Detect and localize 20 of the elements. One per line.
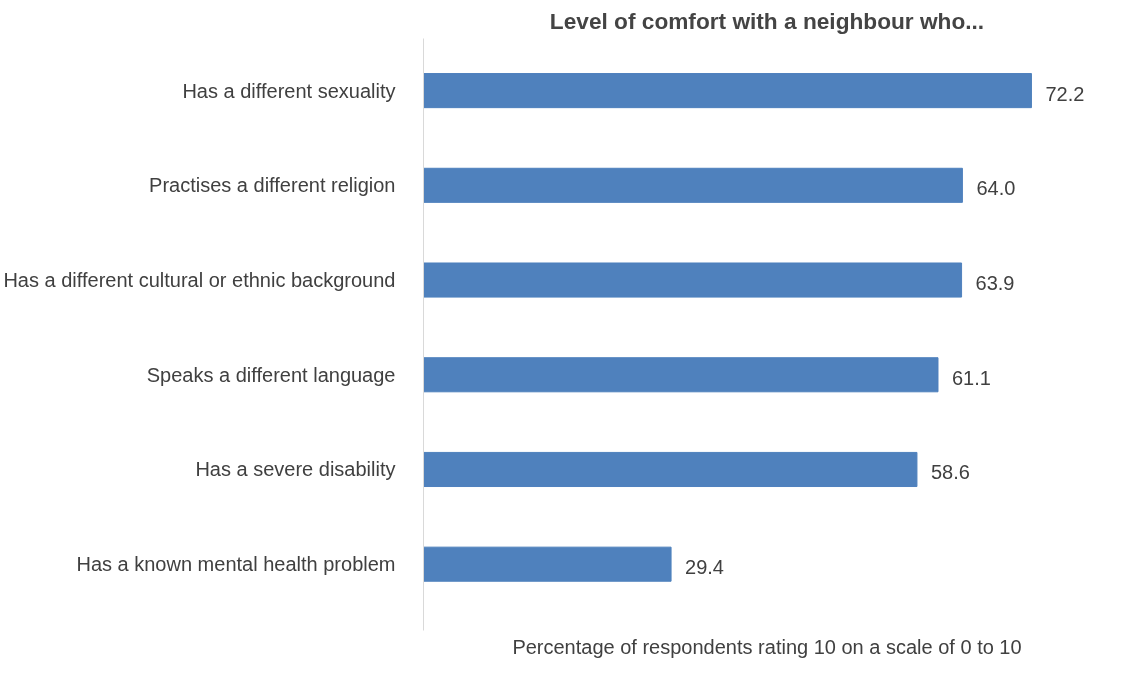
x-axis-title: Percentage of respondents rating 10 on a scale of 0 to 10 <box>512 635 1022 658</box>
data-label: 64.0 <box>976 177 1016 200</box>
bar <box>423 357 939 393</box>
bar <box>423 451 918 488</box>
y-tick-label: Has a known mental health problem <box>76 553 396 576</box>
bar <box>423 167 963 203</box>
y-tick-label: Has a severe disability <box>195 458 396 481</box>
bar <box>423 262 963 298</box>
y-tick-label: Has a different cultural or ethnic background <box>3 269 396 292</box>
y-tick-label: Has a different sexuality <box>182 79 396 102</box>
data-label: 29.4 <box>685 556 724 579</box>
data-label: 63.9 <box>975 272 1015 295</box>
chart-title: Level of comfort with a neighbour who... <box>549 7 985 34</box>
data-label: 61.1 <box>952 366 991 389</box>
bar <box>423 546 672 582</box>
data-label: 58.6 <box>930 461 970 484</box>
bar <box>423 73 1032 109</box>
y-tick-label: Speaks a different language <box>146 363 396 386</box>
y-tick-label: Practises a different religion <box>149 174 396 197</box>
data-label: 72.2 <box>1045 82 1085 105</box>
